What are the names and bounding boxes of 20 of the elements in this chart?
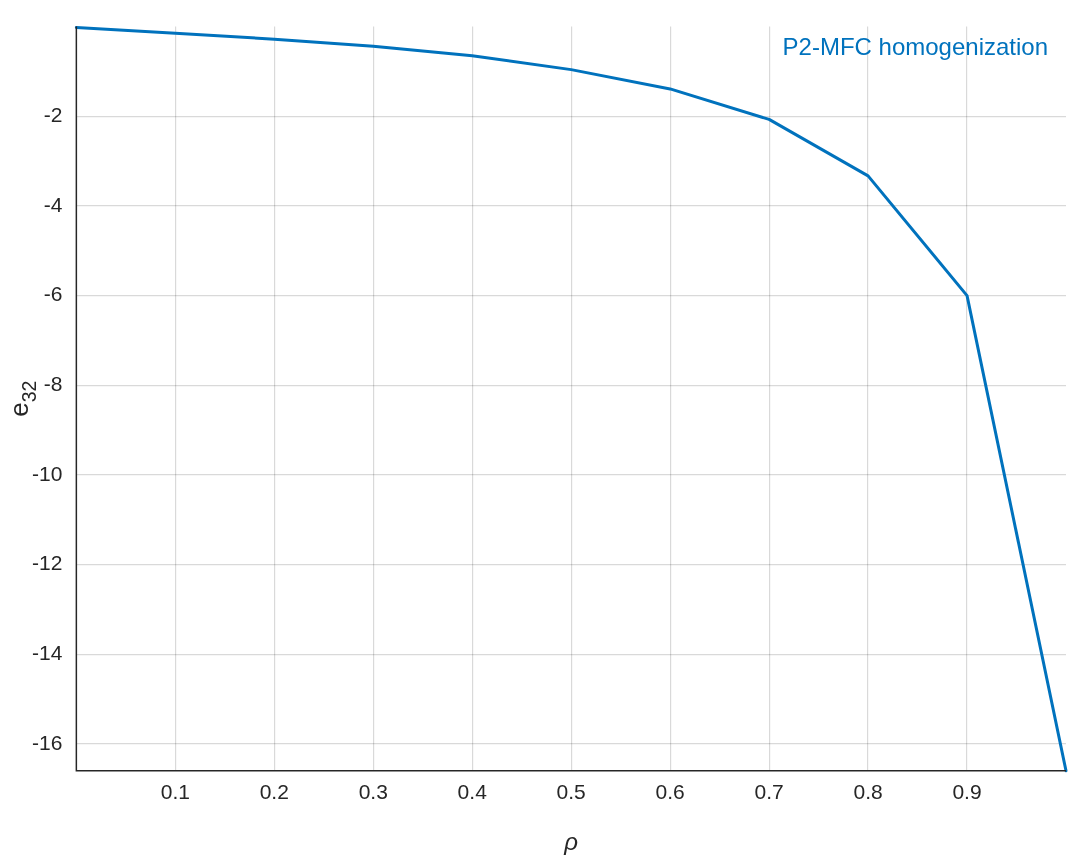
y-tick-label: -8	[43, 372, 63, 396]
x-tick-label: 0.6	[655, 780, 685, 804]
text: P2-MFC homogenization	[782, 33, 1048, 61]
y-tick-label: -16	[31, 730, 63, 754]
x-tick-label: 0.8	[853, 780, 883, 804]
y-tick-label: -10	[31, 461, 63, 485]
y-tick-label: -2	[43, 103, 63, 127]
y-tick-label: -6	[43, 282, 63, 306]
x-tick-label: 0.3	[358, 780, 388, 804]
x-tick-label: 0.5	[556, 780, 586, 804]
y-axis-title: e32	[4, 380, 40, 417]
x-tick-label: 0.9	[952, 780, 982, 804]
x-tick-label: 0.2	[259, 780, 289, 804]
y-tick-label: -12	[31, 551, 63, 575]
x-tick-label: 0.4	[457, 780, 488, 804]
x-tick-label: 0.1	[160, 780, 190, 804]
y-tick-label: -4	[43, 192, 63, 216]
y-tick-label: -14	[31, 641, 63, 665]
x-axis-title: ρ	[563, 828, 579, 855]
x-tick-label: 0.7	[754, 780, 784, 804]
